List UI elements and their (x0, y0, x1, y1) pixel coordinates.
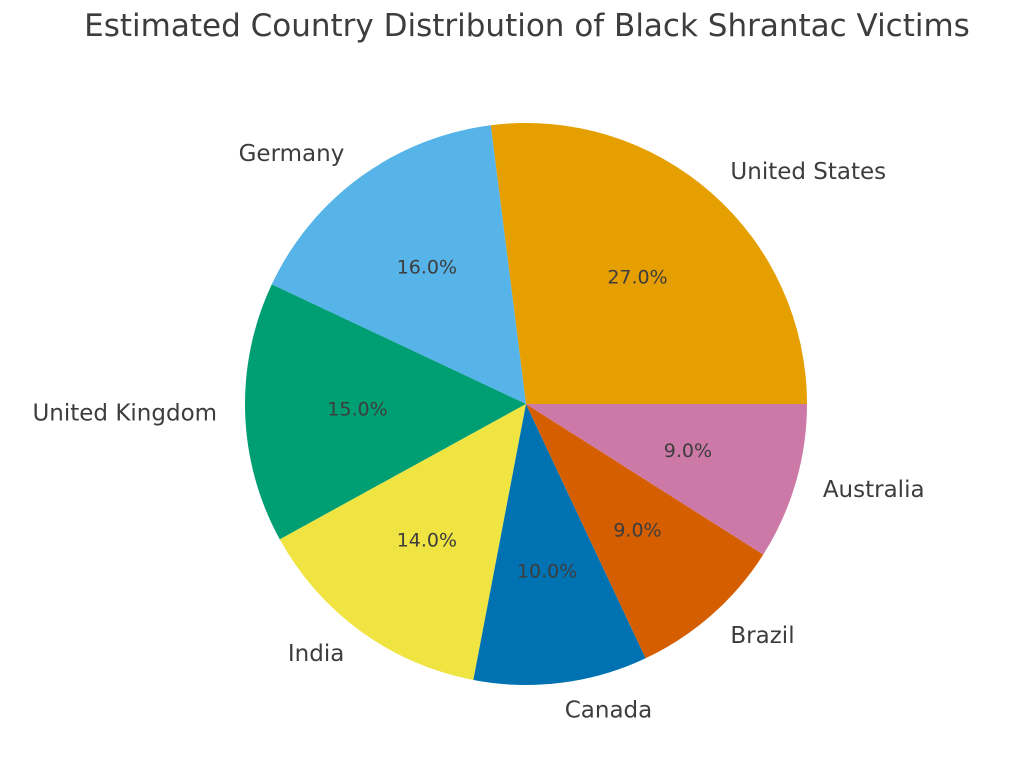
slice-label-australia: Australia (823, 477, 925, 503)
pie-slice-brazil (526, 404, 764, 659)
pie-slice-india (279, 404, 526, 681)
slice-label-united-states: United States (730, 159, 886, 185)
pct-label-brazil: 9.0% (613, 519, 661, 541)
pie-slice-australia (526, 404, 808, 555)
pie-slice-canada (473, 404, 646, 685)
pie-slice-germany (271, 125, 526, 405)
slice-label-germany: Germany (239, 141, 345, 167)
pct-label-united-kingdom: 15.0% (327, 398, 387, 420)
slice-label-brazil: Brazil (730, 623, 794, 649)
pct-label-germany: 16.0% (397, 257, 457, 279)
pie-slice-united-states (490, 123, 807, 405)
pct-label-canada: 10.0% (517, 560, 577, 582)
pct-label-australia: 9.0% (664, 440, 712, 462)
pie-slices (244, 123, 808, 685)
pct-label-india: 14.0% (397, 529, 457, 551)
slice-label-united-kingdom: United Kingdom (32, 401, 217, 427)
pct-label-united-states: 27.0% (607, 267, 667, 289)
slice-label-india: India (288, 641, 344, 667)
slice-label-canada: Canada (565, 698, 653, 724)
chart-title: Estimated Country Distribution of Black … (84, 8, 970, 44)
pie-slice-united-kingdom (244, 284, 526, 540)
pie-labels: United States 27.0% Germany 16.0% United Kin… (32, 141, 924, 724)
